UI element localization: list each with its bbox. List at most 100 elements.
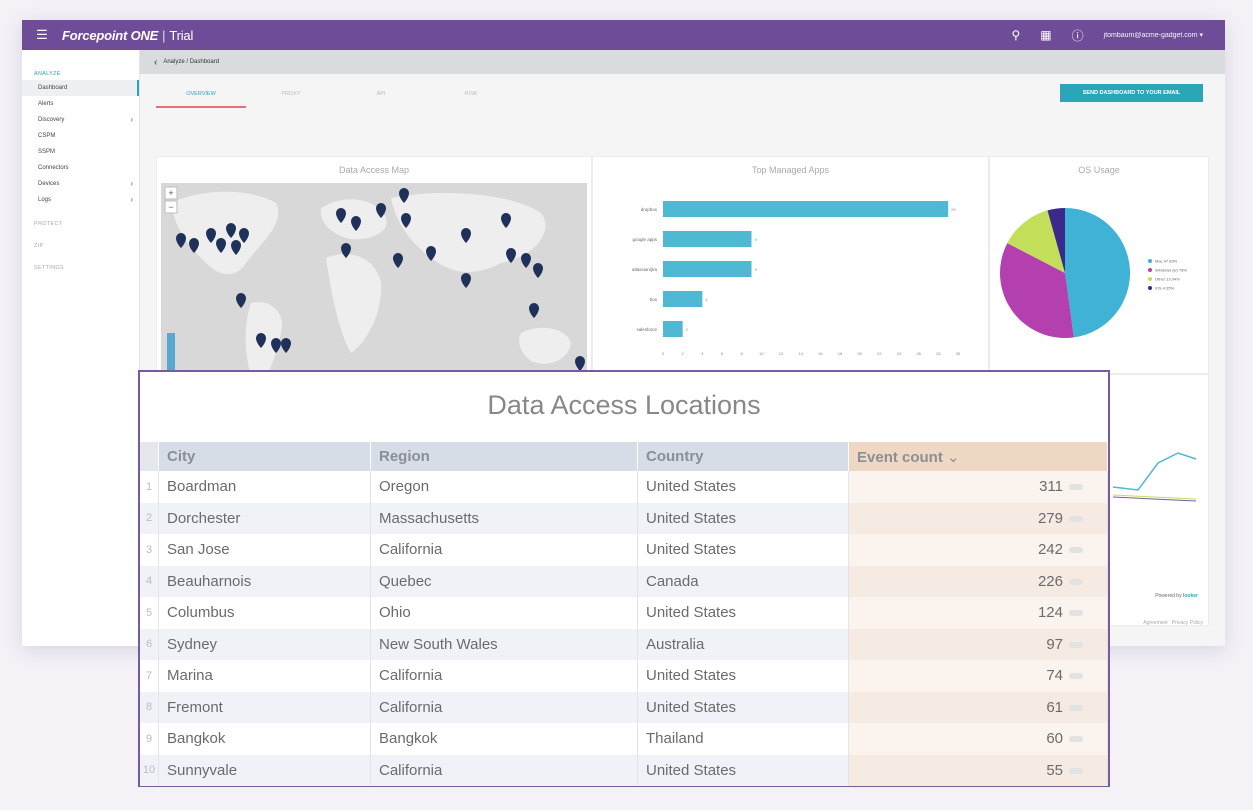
table-row[interactable]: 3 San Jose California United States 242 bbox=[140, 534, 1108, 566]
bar[interactable] bbox=[663, 261, 752, 277]
privacy-policy-link[interactable]: Privacy Policy bbox=[1171, 620, 1203, 626]
back-arrow-icon[interactable]: ‹ bbox=[154, 56, 158, 68]
tab-risk[interactable]: RISK bbox=[464, 91, 478, 97]
brand-name: Forcepoint ONE bbox=[62, 27, 159, 43]
event-count-value: 97 bbox=[1046, 635, 1063, 653]
table-row[interactable]: 4 Beauharnois Quebec Canada 226 bbox=[140, 565, 1108, 597]
zoom-out-button[interactable] bbox=[164, 200, 178, 214]
table-row[interactable]: 1 Boardman Oregon United States 311 bbox=[140, 471, 1108, 503]
row-menu-icon[interactable] bbox=[1069, 578, 1083, 585]
cell-event-count: 124 bbox=[848, 597, 1108, 629]
sidebar-item-alerts[interactable]: Alerts bbox=[38, 101, 54, 107]
tab-proxy[interactable]: PROXY bbox=[281, 91, 301, 97]
table-row[interactable]: 5 Columbus Ohio United States 124 bbox=[140, 597, 1108, 629]
row-menu-icon[interactable] bbox=[1069, 641, 1083, 648]
table-row[interactable]: 8 Fremont California United States 61 bbox=[140, 691, 1108, 723]
cell-region: Oregon bbox=[370, 471, 638, 503]
row-menu-icon[interactable] bbox=[1069, 547, 1083, 554]
edition-label: Trial bbox=[169, 27, 194, 43]
cell-event-count: 97 bbox=[848, 628, 1108, 660]
row-menu-icon[interactable] bbox=[1069, 736, 1083, 743]
pie-slice[interactable] bbox=[1047, 208, 1065, 273]
bar[interactable] bbox=[663, 201, 949, 217]
row-menu-icon[interactable] bbox=[1069, 673, 1083, 680]
cell-city: Fremont bbox=[158, 691, 371, 723]
user-menu[interactable]: jtombaum@acme-gadget.com ▾ bbox=[1103, 32, 1203, 39]
column-header-event-count[interactable]: Event count ⌄ bbox=[848, 442, 1108, 471]
cell-country: United States bbox=[637, 597, 849, 629]
hamburger-menu-icon[interactable]: ☰ bbox=[36, 27, 48, 42]
sidebar-item-logs[interactable]: Logs › bbox=[38, 195, 133, 204]
sidebar-section-settings[interactable]: SETTINGS bbox=[34, 265, 64, 271]
row-number: 10 bbox=[140, 754, 159, 786]
table-row[interactable]: 2 Dorchester Massachusetts United States 279 bbox=[140, 502, 1108, 534]
table-row[interactable]: 6 Sydney New South Wales Australia 97 bbox=[140, 628, 1108, 660]
locations-title: Data Access Locations bbox=[487, 390, 761, 420]
sort-descending-icon[interactable]: ⌄ bbox=[947, 448, 960, 466]
row-number-header bbox=[140, 442, 159, 471]
column-header-city[interactable]: City bbox=[158, 442, 371, 471]
bar[interactable] bbox=[663, 231, 752, 247]
table-row[interactable]: 10 Sunnyvale California United States 55 bbox=[140, 754, 1108, 786]
legend-swatch bbox=[1148, 286, 1152, 290]
pie-slice[interactable] bbox=[1000, 243, 1074, 338]
minus-icon: − bbox=[168, 202, 173, 212]
bar[interactable] bbox=[663, 291, 703, 307]
column-header-country[interactable]: Country bbox=[637, 442, 849, 471]
row-menu-icon[interactable] bbox=[1069, 767, 1083, 774]
pie-slice[interactable] bbox=[1007, 210, 1065, 273]
bar[interactable] bbox=[663, 321, 683, 337]
apps-grid-icon[interactable]: ▦ bbox=[1040, 28, 1052, 42]
tab-overview[interactable]: OVERVIEW bbox=[156, 80, 246, 108]
cell-city: Bangkok bbox=[158, 723, 371, 755]
plus-icon: + bbox=[168, 188, 173, 198]
x-tick-label: 4 bbox=[701, 351, 704, 356]
sidebar-item-connectors[interactable]: Connectors bbox=[38, 165, 69, 171]
cell-city: San Jose bbox=[158, 534, 371, 566]
row-menu-icon[interactable] bbox=[1069, 610, 1083, 617]
bar-category-label: atlassian/jira bbox=[632, 267, 658, 272]
cell-region: California bbox=[370, 691, 638, 723]
cell-city: Sydney bbox=[158, 628, 371, 660]
tab-api[interactable]: API bbox=[376, 91, 386, 97]
bar-value-label: 9 bbox=[755, 267, 758, 272]
sidebar-item-sspm[interactable]: SSPM bbox=[38, 149, 56, 155]
help-icon[interactable]: ⓘ bbox=[1071, 28, 1084, 43]
map-panel: Data Access Map bbox=[156, 156, 592, 398]
sidebar-section-zip[interactable]: ZIP bbox=[34, 243, 44, 249]
sidebar-item-discovery[interactable]: Discovery › bbox=[38, 115, 133, 124]
send-dashboard-button[interactable]: SEND DASHBOARD TO YOUR EMAIL bbox=[1060, 84, 1203, 102]
sidebar-item-devices[interactable]: Devices › bbox=[38, 179, 133, 188]
bar-category-label: box bbox=[650, 297, 658, 302]
cell-country: United States bbox=[637, 660, 849, 692]
zoom-in-button[interactable] bbox=[164, 186, 178, 200]
cell-event-count: 60 bbox=[848, 723, 1108, 755]
row-menu-icon[interactable] bbox=[1069, 704, 1083, 711]
row-menu-icon[interactable] bbox=[1069, 515, 1083, 522]
sidebar-section-protect[interactable]: PROTECT bbox=[34, 221, 63, 227]
row-number: 4 bbox=[140, 565, 159, 597]
top-apps-chart: dropbox 29 google apps 9 atlassian/jira 9 box 4… bbox=[632, 201, 961, 356]
legend-swatch bbox=[1148, 268, 1152, 272]
table-row[interactable]: 7 Marina California United States 74 bbox=[140, 660, 1108, 692]
cell-country: Thailand bbox=[637, 723, 849, 755]
os-usage-title: OS Usage bbox=[1078, 165, 1120, 175]
column-header-region[interactable]: Region bbox=[370, 442, 638, 471]
sidebar-item-dashboard[interactable]: Dashboard bbox=[22, 80, 139, 96]
row-menu-icon[interactable] bbox=[1069, 484, 1083, 491]
world-map[interactable]: + − bbox=[161, 183, 587, 393]
cell-country: United States bbox=[637, 691, 849, 723]
map-legend-gradient bbox=[167, 333, 175, 388]
event-count-value: 226 bbox=[1037, 572, 1063, 590]
top-bar: ☰ Forcepoint ONE | Trial ⚲ ▦ ⓘ jtombaum@ac… bbox=[22, 20, 1225, 50]
event-count-value: 74 bbox=[1046, 667, 1063, 685]
row-number: 8 bbox=[140, 691, 159, 723]
x-tick-label: 24 bbox=[897, 351, 902, 356]
search-icon[interactable]: ⚲ bbox=[1011, 28, 1021, 42]
table-row[interactable]: 9 Bangkok Bangkok Thailand 60 bbox=[140, 723, 1108, 755]
sidebar-item-cspm[interactable]: CSPM bbox=[38, 133, 56, 139]
agreement-link[interactable]: Agreement bbox=[1143, 620, 1168, 626]
cell-region: Massachusetts bbox=[370, 502, 638, 534]
powered-by: Powered by looker bbox=[1155, 593, 1198, 599]
pie-slice[interactable] bbox=[1065, 208, 1130, 338]
